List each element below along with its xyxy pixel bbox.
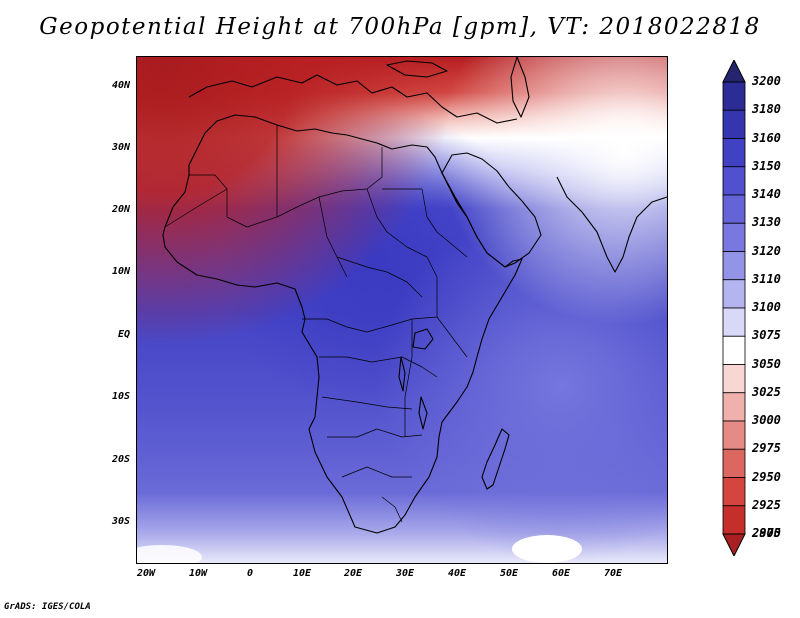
lake-malawi-coastline	[418, 396, 428, 430]
lat-label: EQ	[117, 329, 130, 340]
lon-label: 40E	[447, 568, 467, 579]
africa-coastline	[162, 114, 523, 534]
colorbar-cell	[722, 505, 746, 535]
colorbar-cell	[722, 448, 746, 478]
colorbar-cell	[722, 364, 746, 394]
colorbar-level-label: 3050	[752, 356, 781, 371]
colorbar-level-label: 2925	[752, 497, 781, 512]
colorbar-cell	[722, 166, 746, 196]
colorbar-level-label: 2900	[752, 526, 781, 540]
colorbar-cell	[722, 109, 746, 139]
map-title: Geopotential Height at 700hPa [gpm], VT:…	[39, 14, 761, 40]
lat-label: 30S	[111, 516, 130, 527]
field-white-south	[512, 535, 582, 563]
red-sea-coastline	[441, 172, 468, 218]
lon-label: 10E	[292, 568, 312, 579]
coastlines	[162, 57, 667, 534]
colorbar-cell	[722, 477, 746, 507]
field-white-east	[137, 57, 667, 563]
colorbar-cell	[722, 279, 746, 309]
arabia-coastline	[441, 152, 542, 268]
colorbar-cell	[722, 222, 746, 252]
lat-label: 10N	[111, 266, 130, 277]
colorbar-cell	[722, 251, 746, 281]
colorbar	[722, 60, 746, 556]
geopotential-field	[137, 57, 667, 563]
colorbar-level-label: 2950	[752, 469, 781, 484]
lon-label: 10W	[188, 568, 208, 579]
colorbar-cell	[722, 420, 746, 450]
colorbar-level-label: 3100	[752, 300, 781, 314]
lon-label: 60E	[551, 568, 571, 579]
country-borders	[164, 125, 468, 523]
colorbar-level-label: 3200	[752, 74, 781, 88]
lon-label: 50E	[499, 568, 519, 579]
lake-victoria-coastline	[412, 328, 434, 350]
colorbar-cell	[722, 194, 746, 224]
colorbar-level-label: 3025	[752, 384, 781, 399]
lat-label: 20N	[111, 204, 130, 215]
colorbar-level-label: 3075	[752, 328, 781, 343]
colorbar-level-label: 2975	[752, 441, 781, 456]
credit-text: GrADS: IGES/COLA	[4, 602, 91, 612]
colorbar-level-label: 2875	[752, 526, 781, 540]
colorbar-level-label: 3180	[752, 102, 781, 117]
caspian-coastline	[510, 57, 530, 118]
lon-label: 0	[246, 568, 254, 579]
lake-tanganyika-coastline	[398, 356, 406, 392]
lon-label: 20E	[343, 568, 363, 579]
colorbar-top-arrow	[722, 60, 746, 83]
south-asia-coastline	[556, 176, 667, 273]
colorbar-level-label: 3000	[752, 413, 781, 427]
colorbar-level-label: 3130	[752, 215, 781, 230]
colorbar-level-label: 3160	[752, 130, 781, 145]
madagascar-coastline	[481, 428, 510, 490]
colorbar-level-label: 3150	[752, 158, 781, 173]
colorbar-level-label: 3120	[752, 243, 781, 258]
map-panel	[136, 56, 668, 564]
colorbar-cell	[722, 335, 746, 365]
field-white-southwest	[137, 545, 202, 563]
colorbar-level-label: 3140	[752, 187, 781, 201]
colorbar-cell	[722, 307, 746, 337]
lat-label: 30N	[111, 142, 130, 153]
lon-label: 20W	[136, 568, 156, 579]
colorbar-cell	[722, 392, 746, 422]
lat-label: 40N	[111, 80, 130, 91]
mediterranean-coastline	[188, 74, 518, 124]
colorbar-cell	[722, 138, 746, 168]
lon-label: 30E	[395, 568, 415, 579]
colorbar-bottom-arrow	[722, 533, 746, 556]
colorbar-level-label: 3110	[752, 271, 781, 286]
colorbar-cell	[722, 81, 746, 111]
black-sea-coastline	[386, 60, 448, 78]
lon-label: 70E	[603, 568, 623, 579]
lat-label: 20S	[111, 454, 130, 465]
lat-label: 10S	[111, 391, 130, 402]
